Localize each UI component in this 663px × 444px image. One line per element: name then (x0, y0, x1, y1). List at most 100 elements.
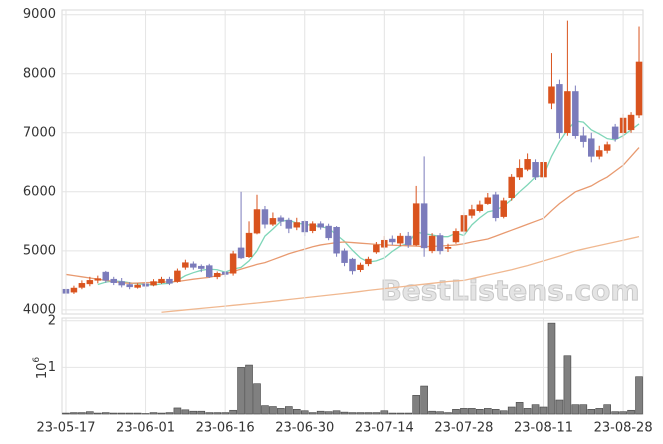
volume-bar (627, 409, 635, 415)
volume-bar (316, 410, 325, 415)
candle-body (269, 218, 277, 225)
volume-bar (173, 407, 182, 415)
volume-bar (380, 410, 389, 415)
candle-body (524, 159, 531, 170)
candle-body (635, 61, 643, 116)
candle-body (293, 222, 301, 228)
candle-body (150, 281, 157, 286)
candle-body (452, 231, 460, 243)
candle-body (349, 258, 356, 272)
candle-body (627, 114, 635, 131)
volume-bar (491, 409, 500, 415)
candle-body (102, 271, 110, 281)
watermark: BestListens.com (380, 274, 639, 307)
volume-bar (555, 399, 564, 415)
volume-bar (412, 395, 420, 415)
candle-body (317, 223, 324, 228)
candle-body (412, 203, 420, 246)
volume-bar (619, 411, 627, 415)
volume-bar (563, 355, 572, 415)
volume-bar (324, 411, 333, 415)
candle-body (420, 203, 428, 249)
volume-bar (396, 412, 405, 415)
candle-body (588, 138, 595, 157)
volume-bar (269, 406, 277, 415)
volume-bar (149, 412, 158, 415)
candle-body (182, 262, 189, 268)
volume-bar (539, 406, 548, 415)
candle-body (237, 247, 245, 259)
volume-bar (531, 404, 540, 415)
candle-body (572, 91, 579, 136)
candle-body (404, 235, 412, 246)
candle-body (516, 167, 523, 178)
volume-bar (261, 405, 269, 415)
volume-bar (428, 410, 436, 415)
y-tick-label: 4000 (23, 302, 56, 317)
volume-bar (420, 385, 428, 415)
volume-bar (484, 408, 492, 415)
candle-body (603, 144, 611, 151)
volume-bar (404, 412, 413, 415)
volume-bar (101, 412, 110, 415)
volume-bar (507, 406, 516, 415)
candle-body (341, 250, 348, 263)
moving-average-line (161, 236, 640, 313)
candle-body (126, 284, 133, 288)
volume-bar (547, 322, 556, 415)
volume-bar (229, 409, 237, 415)
candle-body (389, 238, 396, 243)
candle-body (508, 176, 515, 198)
y-tick-label: 1 (48, 360, 56, 375)
label-base: 10 (35, 363, 50, 380)
volume-bar (109, 412, 118, 415)
volume-bar (300, 410, 309, 415)
y-tick-label: 5000 (23, 243, 56, 258)
candle-body (229, 253, 237, 274)
candle-body (373, 244, 380, 253)
volume-bar (587, 409, 596, 415)
x-tick-label: 23-06-30 (275, 421, 334, 436)
volume-panel (61, 317, 644, 415)
volume-bar (78, 412, 86, 415)
candle-body (253, 209, 261, 234)
candle-body (205, 265, 213, 278)
volume-bar (611, 411, 619, 415)
volume-bar (476, 409, 484, 415)
y-tick-label: 7000 (23, 125, 56, 140)
candle-body (397, 235, 404, 244)
candle-body (86, 280, 94, 285)
price-panel (61, 9, 644, 315)
candle-body (580, 135, 587, 142)
volume-bar (277, 408, 285, 415)
volume-bar (292, 409, 301, 415)
volume-bar (348, 412, 357, 415)
candle-body (444, 247, 452, 249)
candle-body (365, 258, 372, 265)
volume-bar (364, 412, 373, 415)
candle-body (428, 235, 436, 252)
volume-bar (635, 376, 643, 415)
candle-body (564, 91, 571, 134)
volume-bar (388, 412, 397, 415)
volume-bar (452, 409, 460, 415)
x-tick-label: 23-07-14 (355, 421, 414, 436)
volume-bar (444, 412, 452, 415)
candle-body (595, 150, 603, 157)
candle-body (110, 278, 117, 283)
volume-bar (189, 410, 198, 415)
volume-bar (221, 412, 229, 415)
volume-bar (213, 412, 221, 415)
candle-body (94, 278, 102, 281)
volume-bar (133, 412, 142, 415)
x-tick-label: 23-07-28 (434, 421, 493, 436)
volume-bar (181, 409, 190, 415)
candle-body (325, 225, 332, 239)
candle-body (436, 235, 444, 252)
candle-body (78, 283, 86, 288)
candle-body (357, 264, 364, 270)
volume-bar (94, 412, 102, 415)
volume-bar (70, 412, 78, 415)
candle-body (611, 126, 619, 139)
